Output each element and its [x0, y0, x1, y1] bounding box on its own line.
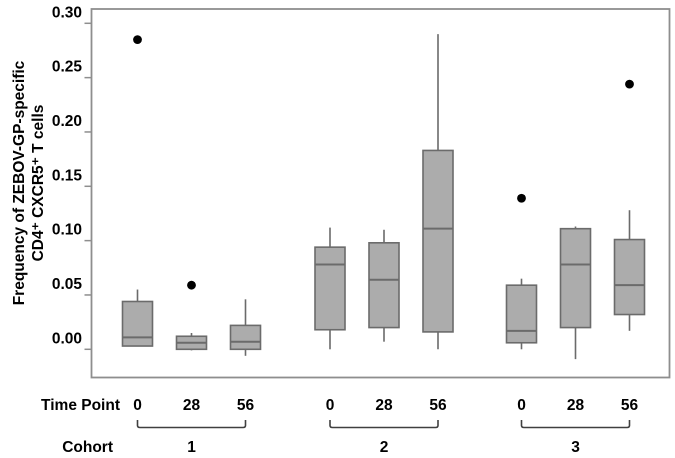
outlier-dot-cohort3-t0	[517, 193, 526, 203]
y-tick-label: 0.20	[52, 113, 82, 130]
box-cohort3-t0	[505, 284, 538, 344]
time-point-value: 56	[429, 397, 447, 414]
time-point-value: 56	[621, 397, 639, 414]
cohort-value: 2	[380, 439, 389, 456]
box-cohort2-t0	[314, 246, 346, 331]
box-cohort2-t56	[422, 149, 454, 333]
cohort-row-label: Cohort	[62, 439, 113, 456]
outlier-dot-cohort3-t56	[625, 79, 634, 89]
time-point-value: 28	[183, 397, 201, 414]
y-tick-label: 0.15	[52, 167, 83, 184]
bracket-cohort-3	[520, 420, 631, 429]
y-tick-label: 0.05	[52, 276, 83, 293]
cohort-value: 3	[571, 439, 580, 456]
cohort-value: 1	[187, 439, 196, 456]
time-point-value: 0	[133, 397, 142, 414]
bracket-cohort-1	[136, 420, 247, 429]
time-point-row-label: Time Point	[41, 397, 120, 414]
time-point-value: 28	[375, 397, 393, 414]
box-cohort3-t28	[559, 227, 592, 329]
y-tick-label: 0.00	[52, 330, 82, 347]
time-point-value: 0	[326, 397, 335, 414]
time-point-value: 28	[567, 397, 585, 414]
y-tick-label: 0.10	[52, 222, 82, 239]
outlier-dot-cohort1-t28	[187, 280, 196, 290]
time-point-value: 0	[517, 397, 526, 414]
box-cohort3-t56	[613, 238, 646, 316]
outlier-dot-cohort1-t0	[133, 35, 142, 44]
box-cohort1-t0	[121, 300, 154, 347]
time-point-value: 56	[237, 397, 255, 414]
plot-frame	[90, 8, 671, 379]
box-cohort2-t28	[368, 242, 400, 329]
box-cohort1-t56	[229, 324, 262, 351]
y-tick-label: 0.25	[52, 59, 83, 76]
y-tick-label: 0.30	[52, 4, 82, 21]
bracket-cohort-2	[329, 420, 439, 429]
